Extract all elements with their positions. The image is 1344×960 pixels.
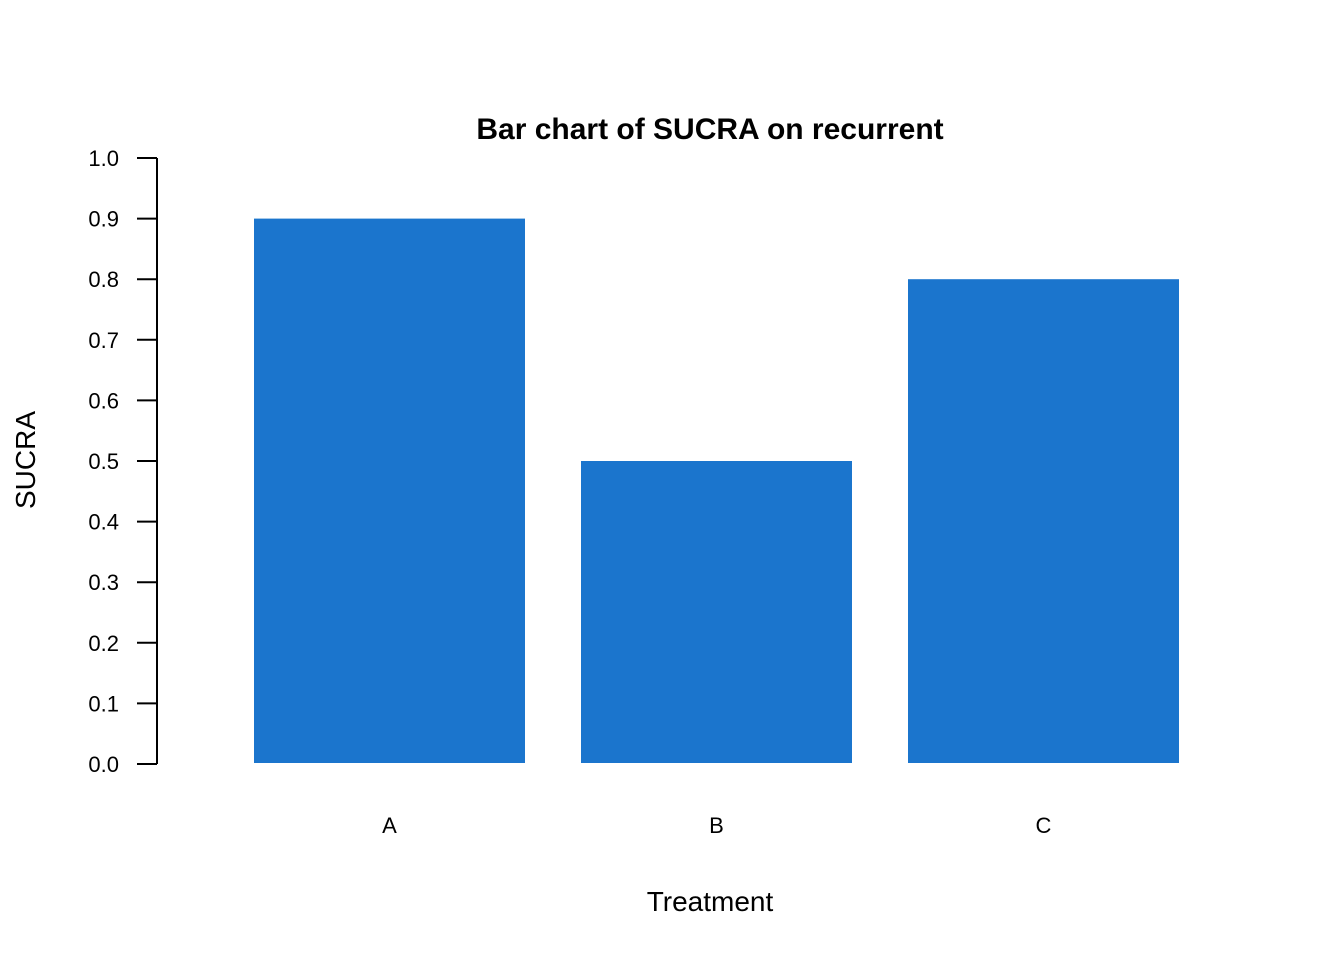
y-tick-label: 0.5: [88, 449, 119, 474]
category-labels: A B C: [382, 813, 1051, 838]
y-tick-label: 0.9: [88, 207, 119, 232]
y-tick-label: 0.0: [88, 752, 119, 777]
chart-title: Bar chart of SUCRA on recurrent: [476, 113, 943, 146]
y-tick-label: 0.7: [88, 328, 119, 353]
y-tick-label: 0.3: [88, 570, 119, 595]
y-axis: 0.0 0.1 0.2 0.3 0.4 0.5 0.6 0.7 0.8 0.9 1.0: [88, 146, 158, 777]
y-tick-label: 0.1: [88, 691, 119, 716]
bar-b: [581, 461, 852, 763]
y-tick-label: 1.0: [88, 146, 119, 171]
y-tick-label: 0.2: [88, 631, 119, 656]
y-tick-label: 0.6: [88, 388, 119, 413]
y-axis-title: SUCRA: [10, 411, 41, 509]
x-axis-title: Treatment: [647, 886, 774, 917]
x-tick-label: B: [709, 813, 724, 838]
y-tick-label: 0.4: [88, 510, 119, 535]
x-tick-label: C: [1036, 813, 1052, 838]
bar-a: [254, 218, 525, 764]
x-tick-label: A: [382, 813, 397, 838]
bar-c: [908, 279, 1179, 763]
bars-group: [254, 218, 1179, 764]
y-tick-label: 0.8: [88, 267, 119, 292]
